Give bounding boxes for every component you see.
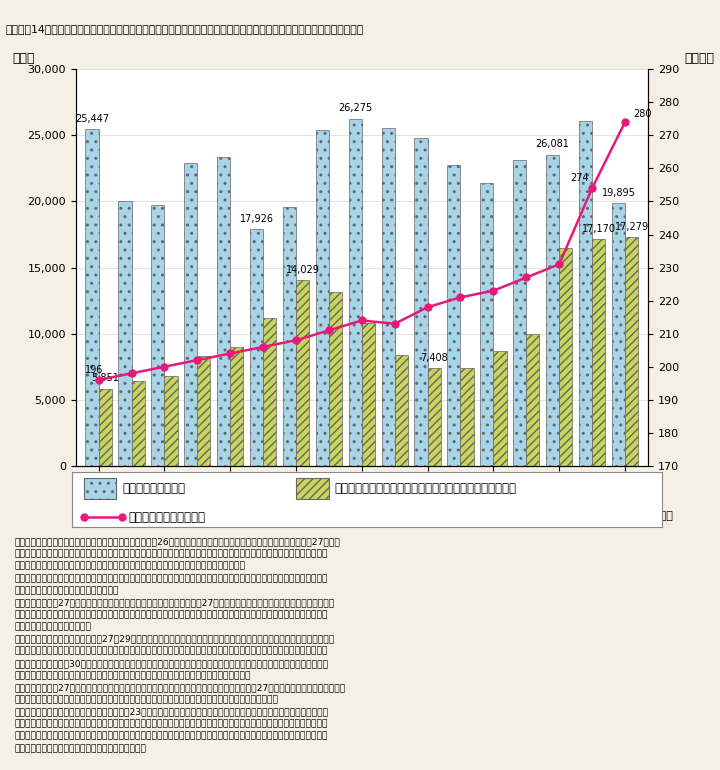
Bar xyxy=(99,389,112,466)
Bar xyxy=(263,318,276,466)
Text: 17,279: 17,279 xyxy=(614,223,649,233)
Bar xyxy=(84,477,116,499)
Bar xyxy=(592,239,606,466)
Text: 5,851: 5,851 xyxy=(91,373,119,383)
Bar xyxy=(546,155,559,466)
Bar xyxy=(612,203,625,466)
Bar xyxy=(513,159,526,466)
Bar xyxy=(297,477,329,499)
Bar xyxy=(118,201,132,466)
Text: 274: 274 xyxy=(570,173,589,183)
Bar xyxy=(348,119,362,466)
Bar xyxy=(625,237,638,466)
Text: 26,081: 26,081 xyxy=(536,139,570,149)
Bar xyxy=(415,138,428,466)
Bar xyxy=(184,163,197,466)
Bar xyxy=(461,368,474,466)
Bar xyxy=(329,292,342,466)
Bar xyxy=(526,334,539,466)
Bar xyxy=(428,368,441,466)
Bar xyxy=(316,130,329,466)
Bar xyxy=(579,121,592,466)
Text: 保育所等待機児童数: 保育所等待機児童数 xyxy=(122,481,185,494)
Bar xyxy=(382,128,395,466)
Text: 196: 196 xyxy=(84,365,103,375)
Text: Ｉ－３－14図　保育所等待機児童数と保育所等定員及び放課後児童クラブの利用を希望するが利用できない児童数の推移: Ｉ－３－14図 保育所等待機児童数と保育所等定員及び放課後児童クラブの利用を希望… xyxy=(6,24,364,34)
Bar xyxy=(493,351,507,466)
Bar xyxy=(132,381,145,466)
Text: 放課後児童クラブの利用を希望するが利用できない児童数: 放課後児童クラブの利用を希望するが利用できない児童数 xyxy=(335,481,517,494)
Bar xyxy=(361,323,375,466)
Text: （年）: （年） xyxy=(654,511,674,521)
Text: 保育所等定員（右目盛）: 保育所等定員（右目盛） xyxy=(128,511,205,524)
Bar xyxy=(559,248,572,466)
Text: 7,408: 7,408 xyxy=(420,353,448,363)
Bar xyxy=(86,129,99,466)
Bar xyxy=(197,357,210,466)
Bar xyxy=(164,376,178,466)
Bar xyxy=(250,229,263,466)
Text: 17,170: 17,170 xyxy=(582,223,616,233)
Bar xyxy=(283,207,296,466)
Text: （備考）１．保育所等待機児童数，保育所等定員は，平成26年までは厚生労働省「保育所関連状況取りまとめ」，平成27年以降
　　　　　　は「保育所等関連状況取りまと: （備考）１．保育所等待機児童数，保育所等定員は，平成26年までは厚生労働省「保育… xyxy=(14,537,346,753)
Text: 26,275: 26,275 xyxy=(338,103,372,113)
Bar xyxy=(151,206,164,466)
Bar xyxy=(480,183,493,466)
Text: 17,926: 17,926 xyxy=(240,213,274,223)
Bar xyxy=(296,280,309,466)
Text: 25,447: 25,447 xyxy=(75,114,109,124)
Text: 19,895: 19,895 xyxy=(601,188,635,198)
Text: （万人）: （万人） xyxy=(685,52,714,65)
Text: 14,029: 14,029 xyxy=(286,265,320,275)
Bar xyxy=(447,166,461,466)
Text: 280: 280 xyxy=(633,109,652,119)
Bar xyxy=(395,355,408,466)
Bar xyxy=(230,346,243,466)
Text: （人）: （人） xyxy=(13,52,35,65)
Bar xyxy=(217,157,230,466)
